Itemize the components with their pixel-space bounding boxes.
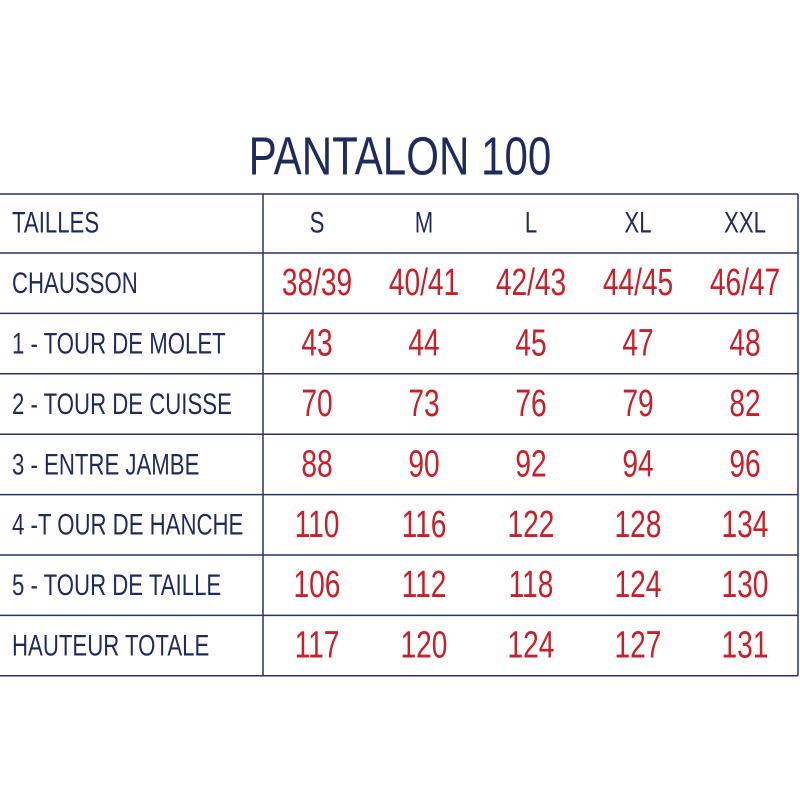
- cell: 44/45: [603, 262, 673, 304]
- title: PANTALON 100: [249, 126, 552, 186]
- cell: 118: [509, 564, 554, 606]
- row-label: 2 - TOUR DE CUISSE: [12, 387, 232, 421]
- cell: 38/39: [282, 262, 352, 304]
- cell: 110: [295, 504, 340, 546]
- header-cell: XL: [624, 205, 651, 239]
- cell: 88: [301, 443, 332, 485]
- header-cell: XXL: [724, 205, 766, 239]
- cell: 45: [515, 323, 546, 365]
- cell: 76: [515, 383, 546, 425]
- cell: 40/41: [389, 262, 459, 304]
- cell: 79: [622, 383, 653, 425]
- cell: 124: [615, 564, 662, 606]
- header-cell: S: [310, 205, 325, 239]
- row-label: 1 - TOUR DE MOLET: [12, 326, 226, 360]
- cell: 48: [729, 323, 760, 365]
- cell: 96: [729, 443, 760, 485]
- row-label: 4 -T OUR DE HANCHE: [12, 507, 243, 541]
- cell: 92: [515, 443, 546, 485]
- cell: 120: [401, 625, 448, 667]
- cell: 70: [301, 383, 332, 425]
- cell: 43: [301, 323, 332, 365]
- cell: 127: [615, 625, 662, 667]
- row-label: 3 - ENTRE JAMBE: [12, 447, 199, 481]
- row-label: 5 - TOUR DE TAILLE: [12, 568, 221, 602]
- cell: 46/47: [710, 262, 780, 304]
- cell: 82: [729, 383, 760, 425]
- cell: 131: [722, 625, 769, 667]
- cell: 122: [508, 504, 555, 546]
- row-label: CHAUSSON: [12, 266, 138, 300]
- cell: 42/43: [496, 262, 566, 304]
- cell: 130: [722, 564, 769, 606]
- cell: 134: [722, 504, 769, 546]
- header-cell: TAILLES: [12, 205, 99, 239]
- cell: 44: [408, 323, 439, 365]
- header-cell: L: [525, 205, 537, 239]
- row-label: HAUTEUR TOTALE: [12, 628, 209, 662]
- cell: 128: [615, 504, 662, 546]
- cell: 90: [408, 443, 439, 485]
- cell: 112: [402, 564, 447, 606]
- cell: 117: [295, 625, 340, 667]
- cell: 73: [408, 383, 439, 425]
- cell: 124: [508, 625, 555, 667]
- cell: 47: [622, 323, 653, 365]
- header-cell: M: [415, 205, 433, 239]
- cell: 106: [294, 564, 341, 606]
- cell: 94: [622, 443, 653, 485]
- cell: 116: [402, 504, 447, 546]
